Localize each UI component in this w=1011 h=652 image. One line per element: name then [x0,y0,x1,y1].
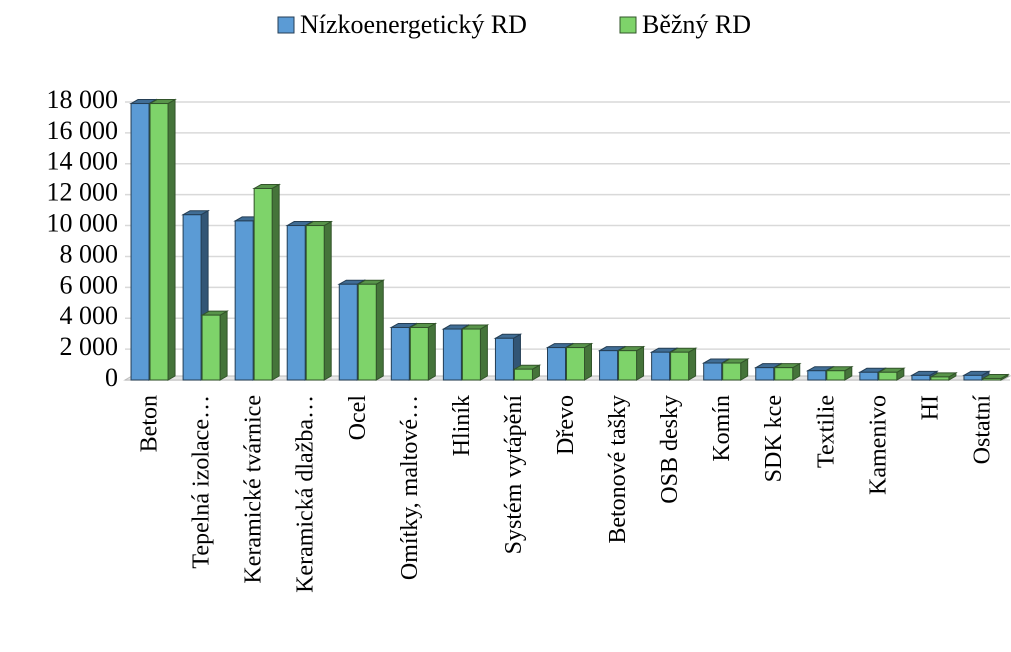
y-tick-label: 10 000 [47,209,119,238]
bar [390,326,410,381]
x-tick-label: Hliník [449,395,475,456]
bar-side [584,342,592,381]
bar [201,314,221,381]
bar-side [688,347,697,381]
bar [651,351,671,381]
x-tick-label: Komín [709,395,735,462]
x-tick-label: SDK kce [761,395,787,482]
bar [234,220,254,381]
bar [286,225,306,381]
bar [409,326,429,381]
legend-label: Nízkoenergetický RD [300,10,527,39]
legend-label: Běžný RD [642,10,751,39]
bar [182,214,202,381]
bar [599,350,619,381]
x-tick-label: Ocel [345,395,371,441]
bar [722,362,742,381]
y-tick-label: 2 000 [60,332,119,361]
x-tick-label: Textilie [813,395,839,468]
x-tick-label: Beton [137,395,163,452]
legend-swatch [619,16,637,34]
bar [494,337,514,381]
bar-side [375,279,384,381]
bar [982,377,1002,381]
x-tick-label: Omítky, maltové… [397,395,423,580]
y-tick-label: 16 000 [47,116,119,145]
x-tick-label: Dřevo [553,395,579,455]
x-tick-label: Keramické tvárnice [241,395,267,584]
bar [513,368,533,381]
bar-side [219,310,228,381]
bar [826,370,846,381]
x-tick-label: OSB desky [657,395,683,504]
x-tick-label: Systém vytápění [501,395,527,555]
y-tick-label: 4 000 [60,301,119,330]
y-tick-label: 6 000 [60,270,119,299]
x-tick-label: Tepelná izolace… [189,395,215,569]
bar [807,370,827,381]
bar [670,351,690,381]
bar [774,367,794,381]
x-tick-label: Ostatní [969,395,995,465]
bar [566,347,585,381]
bar [547,347,566,381]
bar-side [427,322,436,381]
x-tick-label: Keramická dlažba… [293,395,319,593]
bar-side [479,324,488,381]
bar [703,362,723,381]
y-tick-label: 14 000 [47,147,119,176]
legend-swatch [277,16,295,34]
bar [878,371,898,381]
x-tick-label: Kamenivo [865,395,891,495]
bar [930,376,950,381]
bar [338,283,358,381]
bar [618,350,638,381]
y-tick-label: 0 [105,363,118,392]
bar-side [271,183,280,381]
bar [963,374,983,381]
bar-side [167,98,176,381]
y-tick-label: 8 000 [60,239,119,268]
bar [911,374,931,381]
y-tick-label: 18 000 [47,85,119,114]
bar [357,283,377,381]
x-tick-label: HI [917,395,943,420]
bar [442,328,462,381]
y-tick-label: 12 000 [47,178,119,207]
bar [755,367,775,381]
bar [305,225,325,381]
bar [130,103,150,381]
bar [461,328,481,381]
bar [149,103,169,381]
bar-side [636,345,645,381]
bar-side [323,220,332,381]
bar [253,187,273,381]
x-tick-label: Betonové tašky [605,395,631,544]
bar [859,371,879,381]
